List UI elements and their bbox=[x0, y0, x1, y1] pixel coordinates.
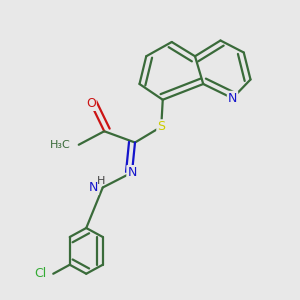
Text: H: H bbox=[97, 176, 105, 186]
Text: N: N bbox=[127, 166, 137, 179]
Text: H₃C: H₃C bbox=[50, 140, 70, 150]
Text: N: N bbox=[89, 181, 98, 194]
Text: O: O bbox=[86, 97, 96, 110]
Text: S: S bbox=[157, 120, 165, 133]
Text: Cl: Cl bbox=[34, 267, 46, 280]
Text: N: N bbox=[228, 92, 237, 105]
